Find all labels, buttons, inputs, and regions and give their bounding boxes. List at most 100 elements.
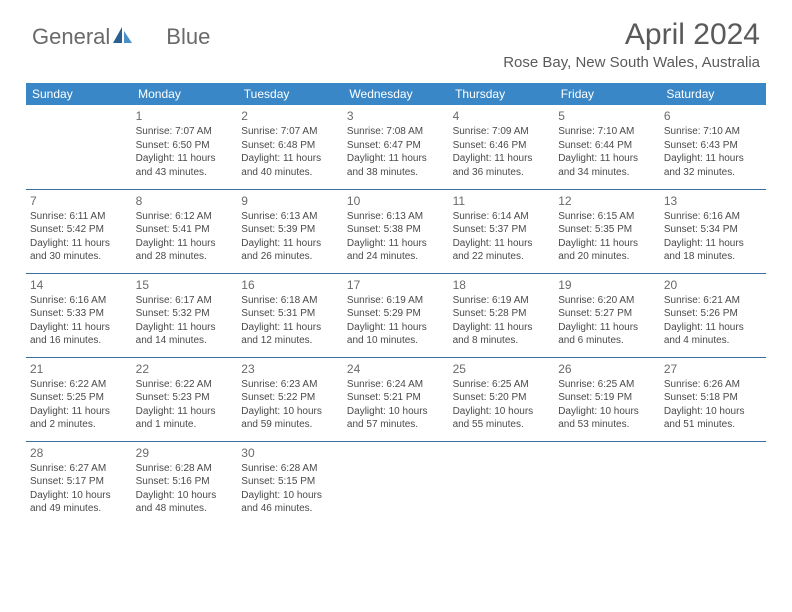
sunset-text: Sunset: 5:16 PM — [136, 475, 234, 489]
daylight-text: Daylight: 10 hours and 51 minutes. — [664, 405, 762, 432]
sunset-text: Sunset: 5:39 PM — [241, 223, 339, 237]
day-number: 11 — [453, 193, 551, 209]
daylight-text: Daylight: 11 hours and 6 minutes. — [558, 321, 656, 348]
day-number: 2 — [241, 108, 339, 124]
sunrise-text: Sunrise: 6:19 AM — [347, 294, 445, 308]
day-number: 14 — [30, 277, 128, 293]
logo-sail-icon — [112, 25, 134, 50]
logo: General Blue — [32, 18, 210, 50]
sunset-text: Sunset: 5:35 PM — [558, 223, 656, 237]
calendar-day-cell: 16Sunrise: 6:18 AMSunset: 5:31 PMDayligh… — [237, 273, 343, 357]
sunrise-text: Sunrise: 6:24 AM — [347, 378, 445, 392]
calendar-day-cell: 28Sunrise: 6:27 AMSunset: 5:17 PMDayligh… — [26, 441, 132, 525]
sunrise-text: Sunrise: 7:07 AM — [136, 125, 234, 139]
sunset-text: Sunset: 5:20 PM — [453, 391, 551, 405]
sunrise-text: Sunrise: 6:21 AM — [664, 294, 762, 308]
logo-word1: General — [32, 24, 110, 50]
calendar-day-cell: 29Sunrise: 6:28 AMSunset: 5:16 PMDayligh… — [132, 441, 238, 525]
day-number: 10 — [347, 193, 445, 209]
day-number: 25 — [453, 361, 551, 377]
daylight-text: Daylight: 10 hours and 49 minutes. — [30, 489, 128, 516]
daylight-text: Daylight: 10 hours and 57 minutes. — [347, 405, 445, 432]
sunrise-text: Sunrise: 6:25 AM — [453, 378, 551, 392]
sunset-text: Sunset: 5:25 PM — [30, 391, 128, 405]
daylight-text: Daylight: 11 hours and 32 minutes. — [664, 152, 762, 179]
sunrise-text: Sunrise: 6:11 AM — [30, 210, 128, 224]
sunset-text: Sunset: 5:19 PM — [558, 391, 656, 405]
daylight-text: Daylight: 11 hours and 22 minutes. — [453, 237, 551, 264]
sunset-text: Sunset: 5:37 PM — [453, 223, 551, 237]
calendar-header-row: Sunday Monday Tuesday Wednesday Thursday… — [26, 83, 766, 105]
day-number: 30 — [241, 445, 339, 461]
daylight-text: Daylight: 11 hours and 16 minutes. — [30, 321, 128, 348]
day-number: 3 — [347, 108, 445, 124]
daylight-text: Daylight: 10 hours and 46 minutes. — [241, 489, 339, 516]
daylight-text: Daylight: 11 hours and 4 minutes. — [664, 321, 762, 348]
calendar-day-cell: 17Sunrise: 6:19 AMSunset: 5:29 PMDayligh… — [343, 273, 449, 357]
sunrise-text: Sunrise: 7:10 AM — [558, 125, 656, 139]
page-header: General Blue April 2024 Rose Bay, New So… — [0, 0, 792, 75]
daylight-text: Daylight: 11 hours and 30 minutes. — [30, 237, 128, 264]
col-thursday: Thursday — [449, 83, 555, 105]
sunset-text: Sunset: 6:46 PM — [453, 139, 551, 153]
day-number: 9 — [241, 193, 339, 209]
day-number: 23 — [241, 361, 339, 377]
daylight-text: Daylight: 11 hours and 18 minutes. — [664, 237, 762, 264]
daylight-text: Daylight: 11 hours and 10 minutes. — [347, 321, 445, 348]
calendar-day-cell: 25Sunrise: 6:25 AMSunset: 5:20 PMDayligh… — [449, 357, 555, 441]
sunset-text: Sunset: 5:28 PM — [453, 307, 551, 321]
sunset-text: Sunset: 5:26 PM — [664, 307, 762, 321]
sunrise-text: Sunrise: 6:25 AM — [558, 378, 656, 392]
logo-word2: Blue — [166, 24, 210, 50]
calendar-day-cell: 11Sunrise: 6:14 AMSunset: 5:37 PMDayligh… — [449, 189, 555, 273]
calendar-day-cell: 5Sunrise: 7:10 AMSunset: 6:44 PMDaylight… — [554, 105, 660, 189]
title-block: April 2024 Rose Bay, New South Wales, Au… — [503, 18, 760, 71]
calendar-day-cell: 6Sunrise: 7:10 AMSunset: 6:43 PMDaylight… — [660, 105, 766, 189]
calendar-day-cell: 14Sunrise: 6:16 AMSunset: 5:33 PMDayligh… — [26, 273, 132, 357]
sunset-text: Sunset: 5:32 PM — [136, 307, 234, 321]
calendar-day-cell: 15Sunrise: 6:17 AMSunset: 5:32 PMDayligh… — [132, 273, 238, 357]
sunset-text: Sunset: 5:15 PM — [241, 475, 339, 489]
calendar-day-cell: 27Sunrise: 6:26 AMSunset: 5:18 PMDayligh… — [660, 357, 766, 441]
sunset-text: Sunset: 5:22 PM — [241, 391, 339, 405]
sunset-text: Sunset: 5:29 PM — [347, 307, 445, 321]
calendar-day-cell: 19Sunrise: 6:20 AMSunset: 5:27 PMDayligh… — [554, 273, 660, 357]
daylight-text: Daylight: 11 hours and 14 minutes. — [136, 321, 234, 348]
sunset-text: Sunset: 5:21 PM — [347, 391, 445, 405]
day-number: 20 — [664, 277, 762, 293]
sunrise-text: Sunrise: 6:28 AM — [241, 462, 339, 476]
sunset-text: Sunset: 6:47 PM — [347, 139, 445, 153]
calendar-day-cell: 9Sunrise: 6:13 AMSunset: 5:39 PMDaylight… — [237, 189, 343, 273]
calendar-day-cell: 12Sunrise: 6:15 AMSunset: 5:35 PMDayligh… — [554, 189, 660, 273]
sunset-text: Sunset: 5:42 PM — [30, 223, 128, 237]
calendar-week-row: 21Sunrise: 6:22 AMSunset: 5:25 PMDayligh… — [26, 357, 766, 441]
sunrise-text: Sunrise: 7:08 AM — [347, 125, 445, 139]
sunrise-text: Sunrise: 6:13 AM — [241, 210, 339, 224]
sunset-text: Sunset: 5:34 PM — [664, 223, 762, 237]
calendar-table: Sunday Monday Tuesday Wednesday Thursday… — [26, 83, 766, 525]
calendar-day-cell: 7Sunrise: 6:11 AMSunset: 5:42 PMDaylight… — [26, 189, 132, 273]
col-friday: Friday — [554, 83, 660, 105]
sunrise-text: Sunrise: 6:16 AM — [664, 210, 762, 224]
day-number: 5 — [558, 108, 656, 124]
sunset-text: Sunset: 5:17 PM — [30, 475, 128, 489]
calendar-day-cell: 4Sunrise: 7:09 AMSunset: 6:46 PMDaylight… — [449, 105, 555, 189]
calendar-empty-cell — [554, 441, 660, 525]
day-number: 28 — [30, 445, 128, 461]
col-tuesday: Tuesday — [237, 83, 343, 105]
calendar-week-row: 7Sunrise: 6:11 AMSunset: 5:42 PMDaylight… — [26, 189, 766, 273]
sunrise-text: Sunrise: 6:28 AM — [136, 462, 234, 476]
day-number: 17 — [347, 277, 445, 293]
calendar-empty-cell — [343, 441, 449, 525]
month-title: April 2024 — [503, 18, 760, 52]
day-number: 24 — [347, 361, 445, 377]
calendar-empty-cell — [660, 441, 766, 525]
daylight-text: Daylight: 10 hours and 55 minutes. — [453, 405, 551, 432]
daylight-text: Daylight: 11 hours and 1 minute. — [136, 405, 234, 432]
calendar-day-cell: 30Sunrise: 6:28 AMSunset: 5:15 PMDayligh… — [237, 441, 343, 525]
sunset-text: Sunset: 5:41 PM — [136, 223, 234, 237]
sunset-text: Sunset: 6:50 PM — [136, 139, 234, 153]
sunrise-text: Sunrise: 6:17 AM — [136, 294, 234, 308]
col-monday: Monday — [132, 83, 238, 105]
sunset-text: Sunset: 6:48 PM — [241, 139, 339, 153]
